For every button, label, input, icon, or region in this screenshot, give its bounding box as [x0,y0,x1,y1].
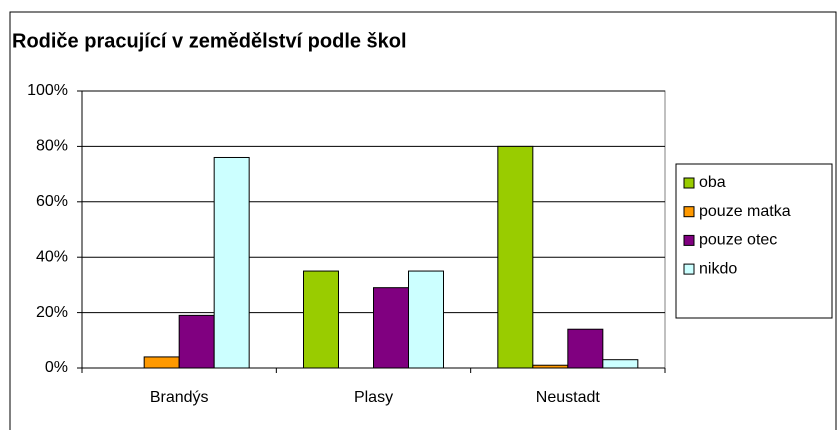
legend-label: pouze otec [699,232,777,249]
bar [567,328,604,369]
y-tick-label: 0% [45,359,68,376]
y-tick-label: 40% [36,248,68,265]
legend-label: pouze matka [699,203,791,220]
bar [373,287,409,369]
y-tick-label: 20% [36,304,68,321]
y-tick-label: 100% [27,82,68,99]
legend-box [675,163,833,319]
legend-swatch [683,206,695,218]
bar [602,359,639,369]
y-tick-label: 80% [36,138,68,155]
legend-swatch [683,234,695,246]
x-tick-label: Brandýs [150,389,209,406]
bar [303,270,339,369]
bar [143,356,180,369]
x-tick-label: Plasy [354,389,393,406]
legend-label: oba [699,174,726,191]
legend-label: nikdo [699,260,737,277]
chart-title: Rodiče pracující v zemědělství podle ško… [12,30,407,52]
bar [408,270,444,369]
bar [178,314,215,369]
y-tick-label: 60% [36,193,68,210]
x-tick-label: Neustadt [536,389,601,406]
bar [532,364,569,369]
legend-swatch [683,177,695,189]
bar [497,145,534,369]
bar [213,156,250,369]
legend-swatch [683,263,695,275]
